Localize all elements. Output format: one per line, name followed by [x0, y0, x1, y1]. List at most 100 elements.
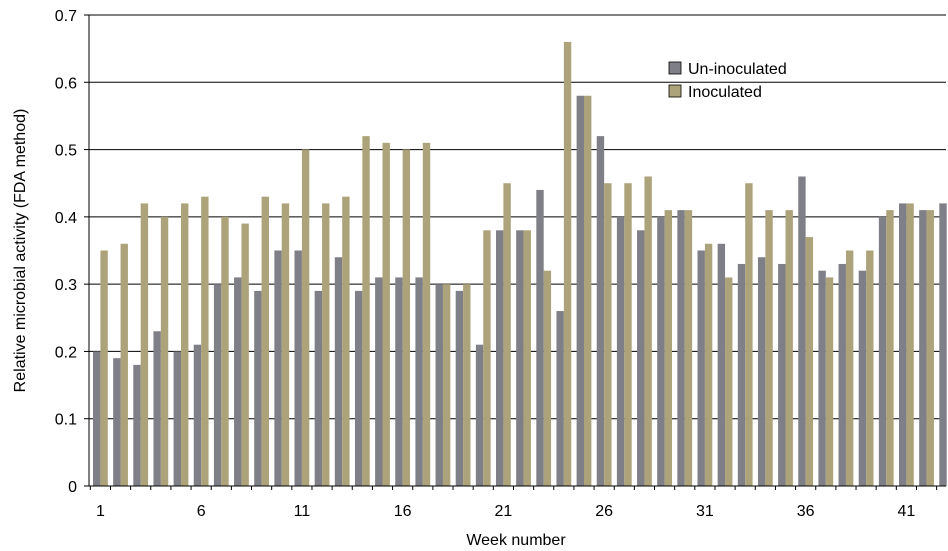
bar-un-inoculated-week-8: [234, 277, 242, 486]
bar-inoculated-week-15: [382, 142, 390, 487]
bar-inoculated-week-36: [805, 237, 814, 486]
bar-un-inoculated-week-16: [395, 277, 403, 486]
bar-un-inoculated-week-14: [354, 290, 363, 486]
bar-un-inoculated-week-28: [637, 230, 645, 486]
bar-inoculated-week-29: [664, 210, 672, 486]
bar-inoculated-week-7: [221, 216, 229, 486]
bar-un-inoculated-week-43: [939, 203, 947, 486]
y-tick-label: 0.7: [55, 8, 77, 25]
x-tick-label: 11: [294, 503, 311, 520]
legend-label-un-inoculated: Un-inoculated: [688, 61, 787, 78]
bar-un-inoculated-week-10: [274, 250, 282, 486]
bar-inoculated-week-37: [825, 277, 834, 486]
bar-inoculated-week-8: [241, 223, 249, 487]
bar-inoculated-week-21: [503, 183, 511, 486]
legend-swatch-un-inoculated: [668, 61, 682, 75]
bar-un-inoculated-week-17: [415, 277, 423, 486]
bar-inoculated-week-11: [301, 149, 310, 487]
x-tick-label: 16: [394, 503, 412, 520]
bar-un-inoculated-week-9: [254, 290, 262, 486]
x-tick-label: 6: [197, 503, 206, 520]
bars: [93, 41, 947, 487]
bar-inoculated-week-13: [342, 196, 350, 486]
bar-inoculated-week-34: [765, 210, 773, 486]
bar-un-inoculated-week-5: [173, 351, 181, 486]
bar-inoculated-week-3: [140, 203, 149, 486]
bar-inoculated-week-24: [563, 41, 572, 487]
bar-inoculated-week-26: [604, 183, 612, 486]
y-tick-label: 0.3: [55, 277, 77, 294]
bar-inoculated-week-12: [322, 203, 330, 486]
bar-un-inoculated-week-6: [193, 344, 202, 486]
bar-un-inoculated-week-19: [455, 290, 464, 486]
bar-inoculated-week-14: [362, 136, 370, 486]
bar-un-inoculated-week-11: [294, 250, 302, 486]
bar-inoculated-week-5: [181, 203, 189, 486]
x-tick-label: 36: [797, 503, 815, 520]
bar-un-inoculated-week-36: [798, 176, 806, 486]
bar-inoculated-week-30: [684, 210, 693, 486]
bar-un-inoculated-week-20: [475, 344, 484, 486]
bar-inoculated-week-17: [422, 142, 431, 487]
bar-un-inoculated-week-13: [334, 257, 343, 486]
y-tick-label: 0.1: [55, 412, 77, 429]
bar-un-inoculated-week-18: [435, 284, 443, 486]
x-tick-label: 21: [495, 503, 513, 520]
bar-inoculated-week-18: [442, 284, 451, 486]
bar-un-inoculated-week-37: [818, 270, 826, 486]
bar-un-inoculated-week-4: [153, 331, 161, 486]
bar-inoculated-week-32: [725, 277, 733, 486]
bar-un-inoculated-week-30: [677, 210, 685, 486]
bar-un-inoculated-week-42: [919, 210, 927, 486]
bar-un-inoculated-week-1: [93, 351, 101, 486]
x-tick-label: 41: [898, 503, 916, 520]
bar-un-inoculated-week-22: [516, 230, 524, 486]
bar-un-inoculated-week-33: [737, 263, 746, 486]
bar-inoculated-week-22: [523, 230, 531, 486]
bar-inoculated-week-1: [100, 250, 108, 486]
bar-un-inoculated-week-39: [858, 270, 867, 486]
bar-inoculated-week-42: [926, 210, 934, 486]
bar-un-inoculated-week-35: [778, 263, 786, 486]
x-axis-ticks: 1 6 11 16 21 26 31 36 41: [89, 486, 938, 520]
bar-un-inoculated-week-25: [576, 95, 584, 486]
bar-inoculated-week-4: [160, 216, 169, 486]
bar-inoculated-week-6: [201, 196, 209, 486]
bar-inoculated-week-25: [584, 95, 592, 486]
bar-inoculated-week-16: [402, 149, 411, 487]
y-tick-label: 0.2: [55, 344, 77, 361]
bar-inoculated-week-23: [543, 270, 552, 486]
y-tick-label: 0.5: [55, 143, 77, 160]
bar-inoculated-week-41: [906, 203, 914, 486]
bar-un-inoculated-week-2: [113, 358, 121, 486]
bar-inoculated-week-9: [261, 196, 269, 486]
bar-un-inoculated-week-21: [496, 230, 504, 486]
bar-inoculated-week-2: [120, 243, 128, 486]
bar-un-inoculated-week-29: [657, 216, 665, 486]
bar-un-inoculated-week-31: [697, 250, 705, 486]
x-axis-title: Week number: [466, 532, 566, 549]
bar-un-inoculated-week-34: [757, 257, 766, 486]
y-axis-ticks: 0 0.1 0.2 0.3 0.4 0.5 0.6 0.7: [55, 8, 89, 496]
bar-un-inoculated-week-3: [133, 364, 141, 486]
x-tick-label: 1: [96, 503, 105, 520]
bar-un-inoculated-week-32: [717, 243, 726, 486]
bar-un-inoculated-week-40: [878, 216, 887, 486]
x-tick-label: 31: [696, 503, 714, 520]
bar-inoculated-week-39: [866, 250, 874, 486]
bar-inoculated-week-27: [624, 183, 632, 486]
bar-inoculated-week-31: [704, 243, 713, 486]
bar-inoculated-week-10: [281, 203, 290, 486]
bar-un-inoculated-week-26: [596, 136, 605, 486]
bar-un-inoculated-week-27: [616, 216, 625, 486]
bar-un-inoculated-week-24: [556, 311, 564, 486]
bar-un-inoculated-week-12: [314, 290, 323, 486]
legend-label-inoculated: Inoculated: [688, 84, 762, 101]
x-tick-label: 26: [595, 503, 613, 520]
bar-inoculated-week-38: [845, 250, 854, 486]
bar-inoculated-week-33: [745, 183, 753, 486]
bar-inoculated-week-20: [483, 230, 491, 486]
bar-inoculated-week-40: [886, 210, 894, 486]
y-tick-label: 0.6: [55, 75, 77, 92]
